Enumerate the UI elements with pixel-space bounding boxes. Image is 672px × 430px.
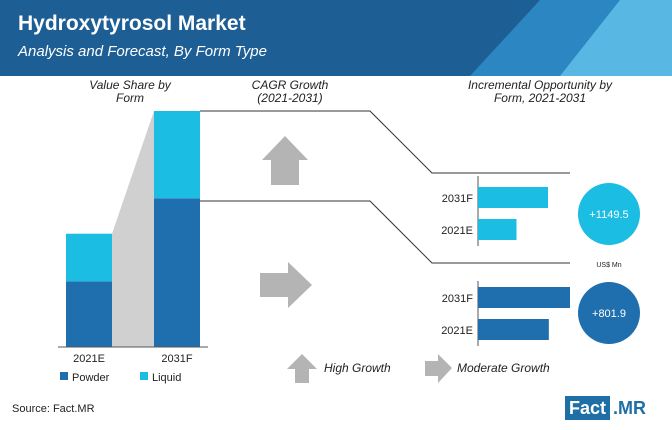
unit-label: US$ Mn xyxy=(596,262,621,269)
caption-cagr-1: CAGR Growth xyxy=(252,78,329,92)
hbar-category-label: 2021E xyxy=(441,325,473,337)
opportunity-bars: 2031F 2021E 2031F 2021E xyxy=(441,187,570,340)
opportunity-circle-liquid xyxy=(578,183,640,245)
factmr-logo: Fact .MR xyxy=(565,396,649,420)
opportunity-circle-powder xyxy=(578,282,640,344)
bar-connector xyxy=(112,111,154,347)
hbar-category-label: 2031F xyxy=(442,193,473,205)
hbar-powder-2031f xyxy=(478,287,570,308)
logo-fact: Fact xyxy=(565,396,611,420)
legend-swatch-liquid xyxy=(140,372,148,380)
high-growth-legend-icon xyxy=(287,354,317,383)
value-share-bars: 2021E 2031F xyxy=(58,111,208,365)
moderate-growth-arrow-icon xyxy=(260,262,312,308)
hbar-category-label: 2031F xyxy=(442,293,473,305)
bar-liquid-2031f xyxy=(154,111,200,199)
logo-mr: .MR xyxy=(613,398,647,418)
hbar-powder-2021e xyxy=(478,319,549,340)
bar-liquid-2021e xyxy=(66,233,112,282)
opportunity-value-powder: +801.9 xyxy=(592,308,626,320)
legend-swatch-powder xyxy=(60,372,68,380)
caption-opportunity-2: Form, 2021-2031 xyxy=(494,91,586,105)
hbar-liquid-2021e xyxy=(478,219,517,240)
high-growth-label: High Growth xyxy=(324,361,391,375)
legend-label-powder: Powder xyxy=(72,372,110,384)
caption-value-share-2: Form xyxy=(116,91,144,105)
market-infographic: Value Share by Form CAGR Growth (2021-20… xyxy=(58,78,640,384)
hbar-category-label: 2021E xyxy=(441,225,473,237)
moderate-growth-legend-icon xyxy=(425,354,452,383)
legend-label-liquid: Liquid xyxy=(152,372,181,384)
page-subtitle: Analysis and Forecast, By Form Type xyxy=(18,43,267,60)
moderate-growth-label: Moderate Growth xyxy=(457,361,550,375)
bar-category-label: 2031F xyxy=(161,353,192,365)
flow-line-liquid-bottom xyxy=(200,200,570,264)
caption-opportunity-1: Incremental Opportunity by xyxy=(468,78,613,92)
hbar-liquid-2031f xyxy=(478,187,548,208)
caption-value-share-1: Value Share by xyxy=(89,78,172,92)
caption-cagr-2: (2021-2031) xyxy=(257,91,322,105)
high-growth-arrow-icon xyxy=(262,136,308,185)
opportunity-value-liquid: +1149.5 xyxy=(589,209,628,221)
bar-category-label: 2021E xyxy=(73,353,105,365)
source-note: Source: Fact.MR xyxy=(12,403,95,415)
bar-powder-2021e xyxy=(66,281,112,347)
flow-line-liquid-top xyxy=(200,110,570,174)
header-banner: Hydroxytyrosol Market Analysis and Forec… xyxy=(0,0,672,76)
page-title: Hydroxytyrosol Market xyxy=(18,12,246,35)
bar-powder-2031f xyxy=(154,198,200,347)
